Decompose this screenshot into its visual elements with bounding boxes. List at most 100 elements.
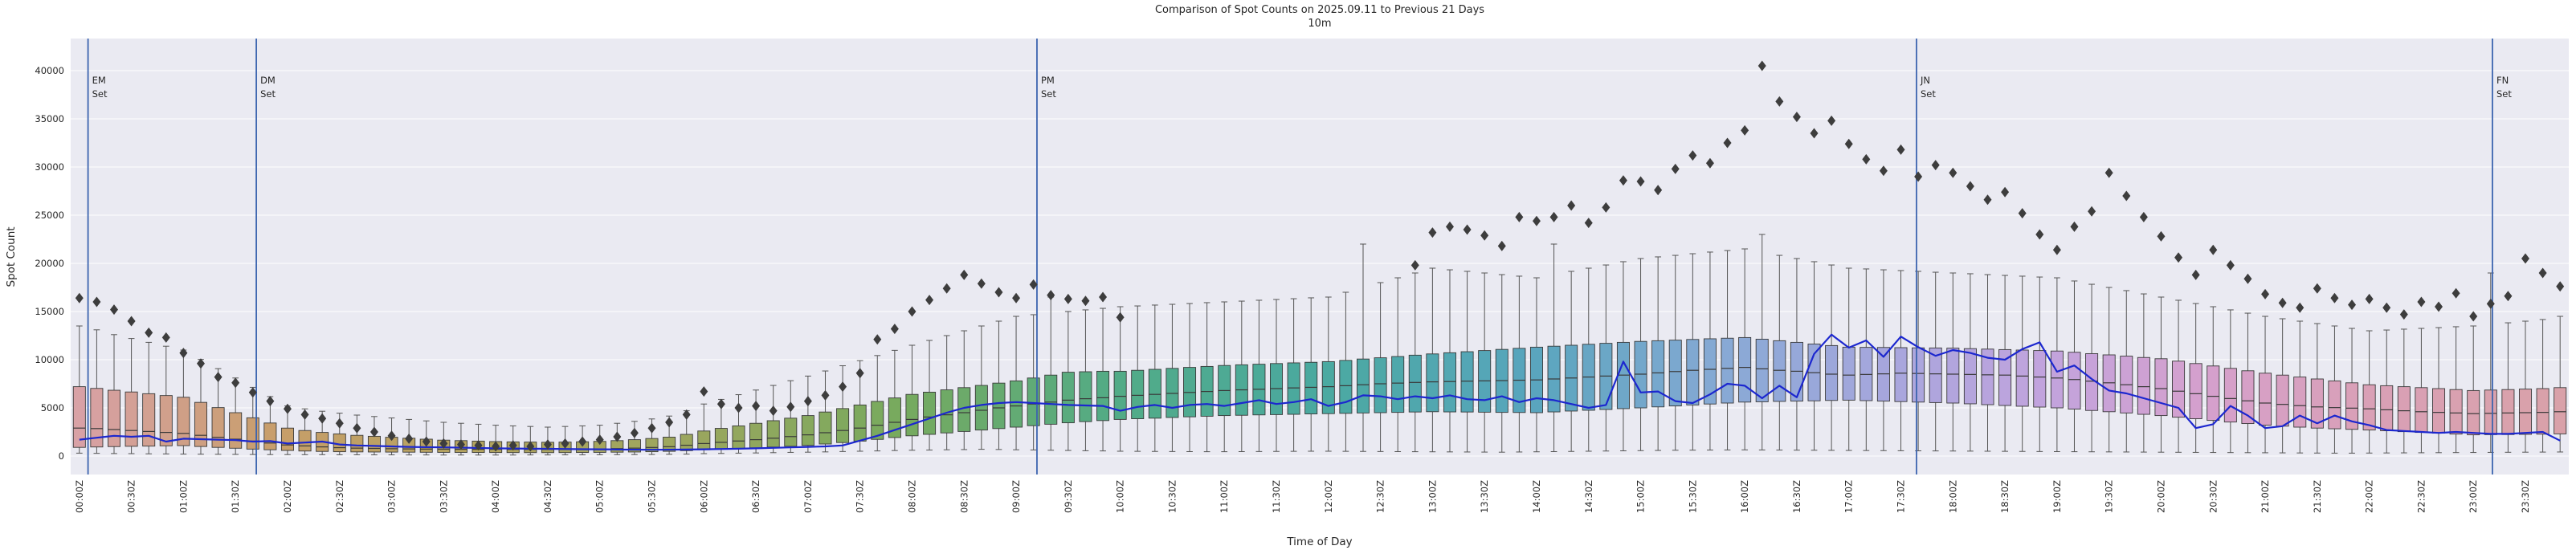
scatter-point (2226, 259, 2235, 271)
y-tick-label: 20000 (35, 258, 64, 269)
scatter-point (1567, 200, 1576, 211)
y-tick-label: 5000 (41, 402, 64, 413)
scatter-point (647, 422, 656, 434)
box-bin-123 (2207, 306, 2220, 454)
box-bin-136 (2432, 327, 2446, 454)
scatter-point (734, 402, 743, 413)
scatter-point (2504, 291, 2513, 302)
box-bin-80 (1460, 271, 1474, 453)
x-tick-label: 12:30Z (1375, 480, 1386, 513)
box-bin-98 (1773, 255, 1786, 451)
scatter-point (994, 287, 1003, 298)
scatter-point (2104, 167, 2113, 178)
box-bin-118 (2120, 290, 2133, 453)
scatter-point (127, 316, 136, 327)
box-bin-108 (1946, 272, 1960, 452)
x-tick-label: 11:30Z (1271, 480, 1282, 513)
x-tick-label: 13:30Z (1479, 480, 1490, 513)
x-tick-label: 06:00Z (698, 480, 709, 513)
box-bin-34 (663, 415, 676, 455)
box-bin-137 (2449, 326, 2463, 454)
scatter-point (1757, 60, 1766, 71)
scatter-point (1966, 181, 1974, 192)
scatter-point (2139, 211, 2148, 222)
scatter-point (1879, 165, 1888, 177)
scatter-point (1497, 240, 1506, 251)
x-tick-label: 20:30Z (2207, 480, 2219, 513)
box-bin-91 (1651, 256, 1665, 451)
scatter-point (752, 401, 761, 412)
scatter-point (2330, 292, 2339, 303)
box-bin-85 (1547, 243, 1561, 452)
box-bin-140 (2501, 322, 2515, 453)
scatter-point (2521, 253, 2530, 264)
event-label: Set (2496, 88, 2512, 100)
box-bin-4 (142, 341, 156, 454)
scatter-point (960, 269, 969, 280)
box-bin-81 (1478, 272, 1492, 453)
scatter-point (405, 433, 414, 444)
scatter-point (1602, 202, 1611, 213)
x-tick-label: 15:30Z (1687, 480, 1698, 513)
box-bin-143 (2554, 316, 2567, 453)
box-bin-77 (1408, 272, 1422, 453)
scatter-point (839, 381, 847, 393)
x-tick-label: 23:30Z (2520, 480, 2531, 513)
box-bin-104 (1876, 269, 1890, 451)
scatter-point (2070, 221, 2079, 232)
scatter-point (508, 440, 517, 451)
scatter-point (2018, 208, 2027, 219)
scatter-point (578, 436, 587, 447)
scatter-point (682, 409, 691, 420)
scatter-point (335, 417, 344, 429)
box-bin-18 (385, 417, 398, 456)
event-label: Set (1921, 88, 1936, 100)
scatter-point (526, 441, 535, 452)
box-bin-68 (1252, 299, 1266, 452)
scatter-point (1983, 194, 1992, 206)
box-bin-122 (2189, 303, 2202, 453)
box-bin-66 (1218, 301, 1231, 453)
box-bin-75 (1374, 282, 1387, 452)
scatter-point (942, 283, 951, 294)
box-bin-126 (2259, 316, 2272, 454)
scatter-point (283, 403, 292, 414)
box-bin-139 (2484, 272, 2497, 453)
scatter-point (786, 401, 795, 413)
box-bin-129 (2310, 323, 2324, 454)
x-tick-label: 05:00Z (594, 480, 606, 513)
scatter-point (2365, 293, 2374, 304)
box-bin-63 (1166, 303, 1179, 452)
box-bin-84 (1529, 277, 1543, 453)
box-bin-59 (1096, 308, 1110, 452)
box-bin-127 (2276, 318, 2289, 454)
scatter-point (1827, 115, 1836, 126)
scatter-point (2417, 296, 2426, 308)
scatter-point (1792, 112, 1801, 123)
x-tick-label: 13:00Z (1427, 480, 1438, 513)
x-tick-label: 14:30Z (1583, 480, 1594, 513)
x-tick-label: 07:30Z (855, 480, 866, 513)
x-tick-label: 08:00Z (906, 480, 917, 513)
box-bin-90 (1634, 258, 1647, 451)
x-tick-label: 00:00Z (74, 480, 85, 513)
overlay-line (79, 333, 2561, 451)
box-bin-138 (2467, 325, 2480, 454)
box-bin-111 (1998, 275, 2012, 452)
scatter-point (109, 304, 118, 316)
box-bin-72 (1321, 296, 1335, 452)
x-tick-label: 18:00Z (1947, 480, 1958, 513)
y-tick-label: 30000 (35, 161, 64, 173)
scatter-point (1463, 224, 1472, 235)
box-bin-97 (1755, 234, 1769, 450)
scatter-point (1515, 211, 1524, 222)
scatter-point (1410, 259, 1419, 271)
box-bin-142 (2536, 319, 2549, 453)
scatter-point (318, 413, 327, 424)
scatter-point (2399, 309, 2408, 320)
scatter-point (1671, 163, 1680, 174)
scatter-point (665, 417, 674, 428)
box-bin-141 (2518, 320, 2533, 453)
